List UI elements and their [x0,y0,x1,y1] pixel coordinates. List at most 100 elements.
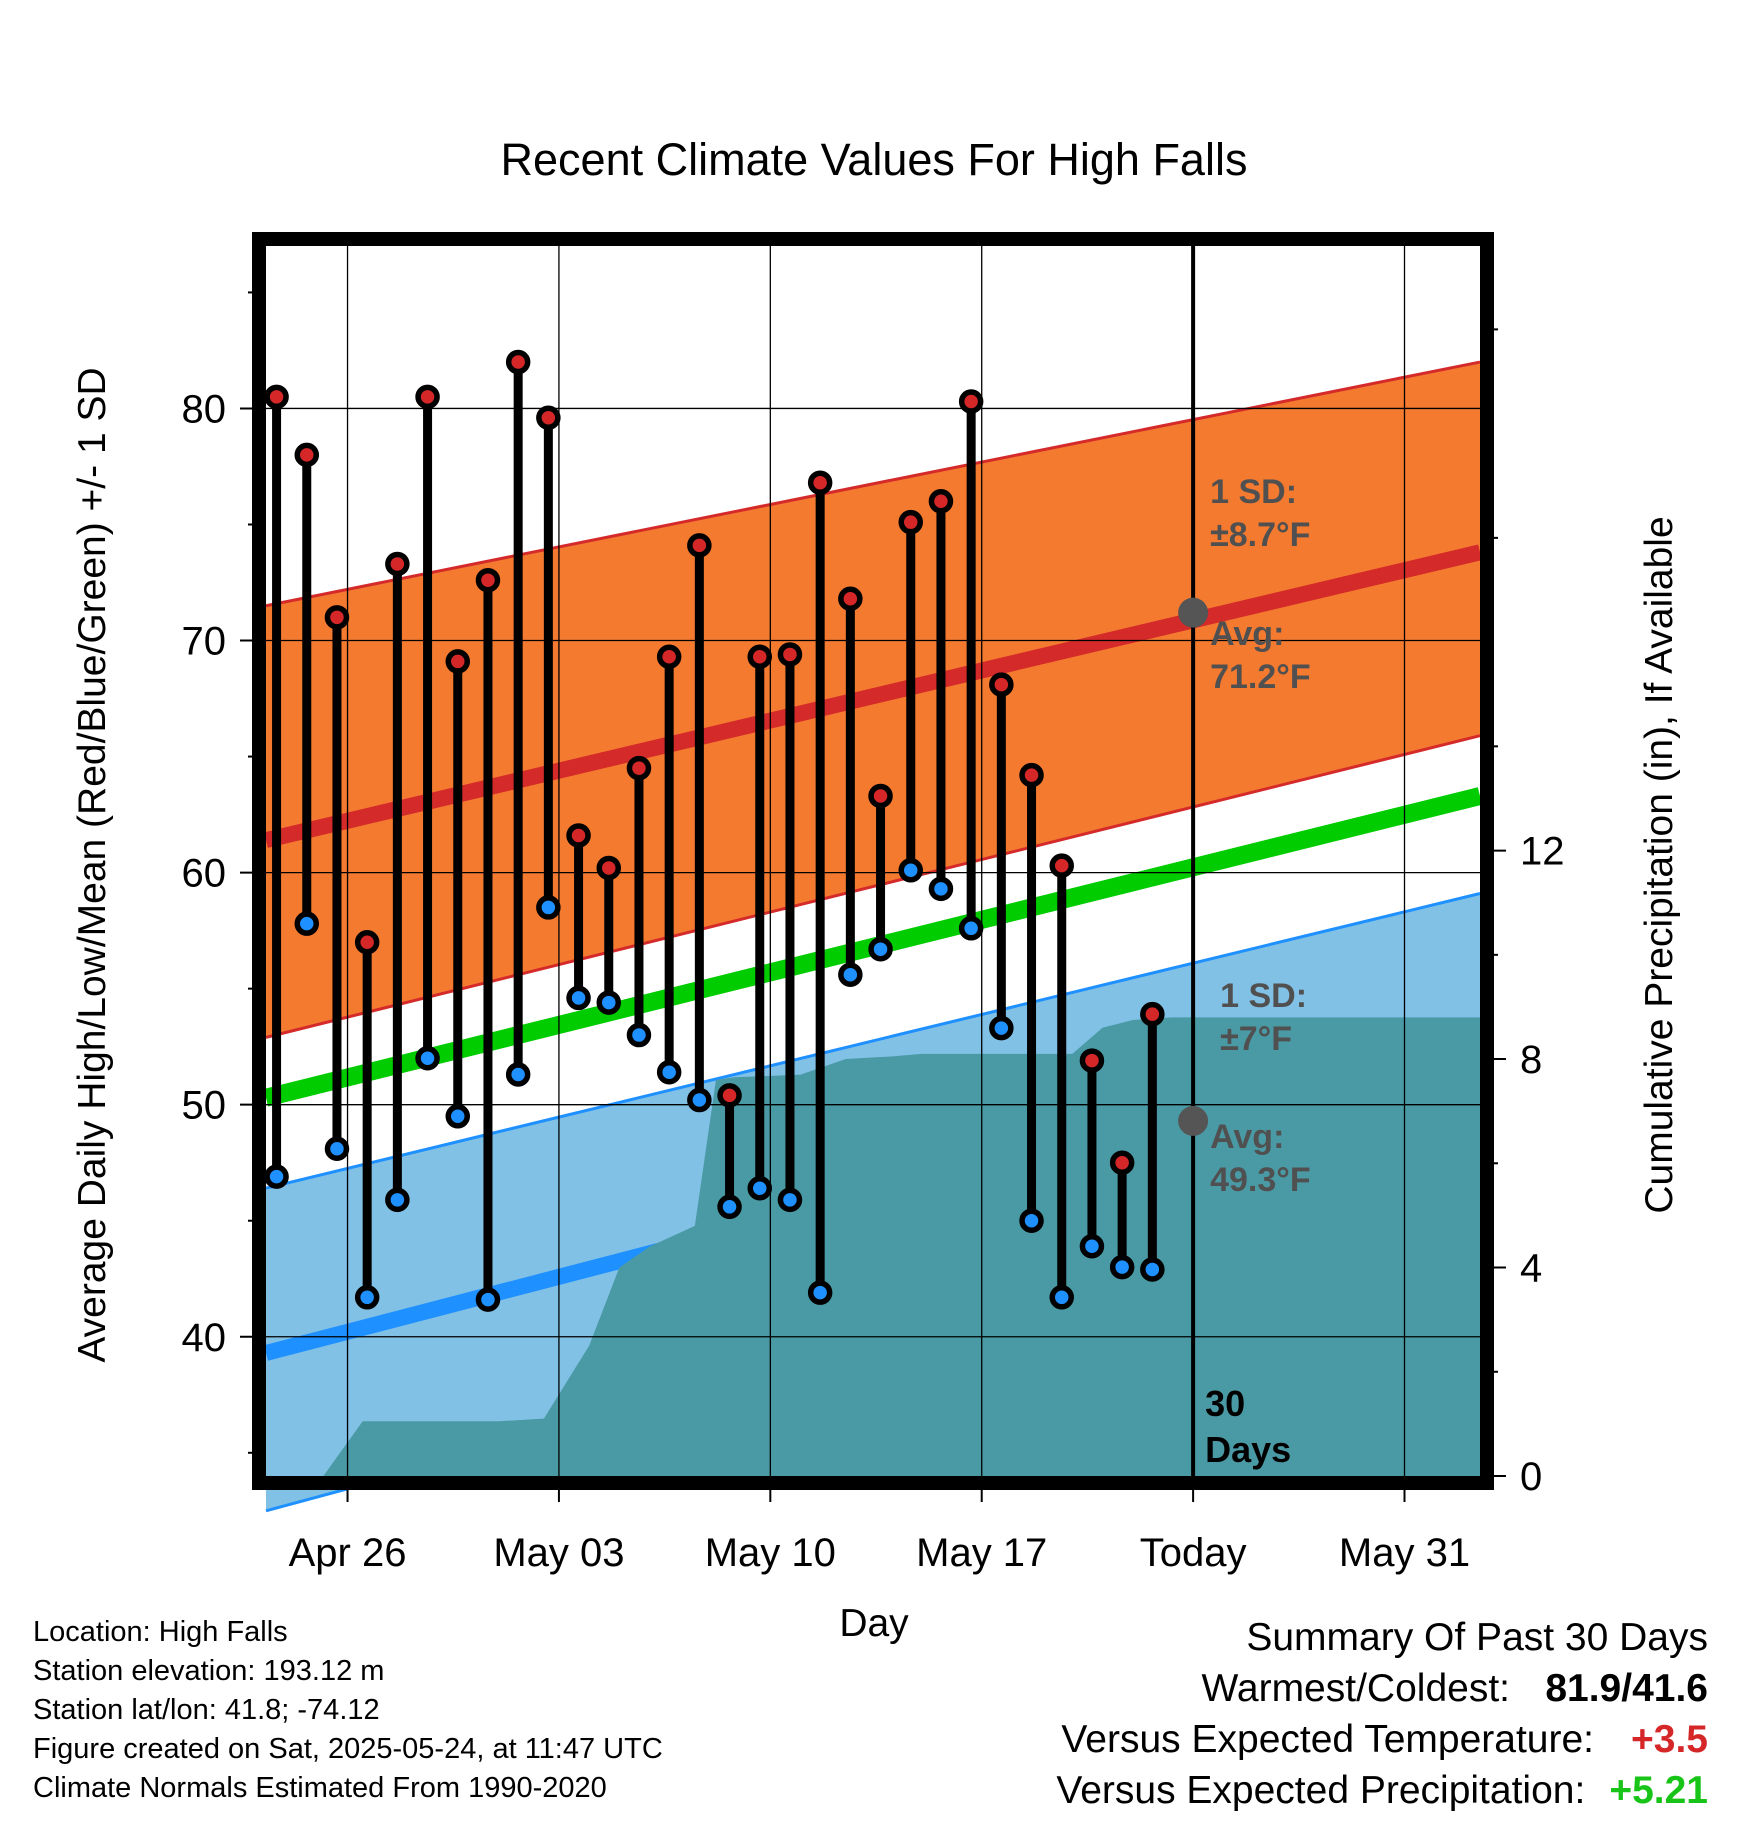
today-marker: 30 Days [1191,246,1291,1476]
low-point [536,895,561,920]
x-axis-label: Day [839,1602,909,1645]
high-point [898,509,923,535]
high-sd-value: ±8.7°F [1210,516,1310,554]
high-point [1109,1150,1135,1175]
precip-value: +5.21 [1609,1769,1708,1812]
high-lower-line [265,734,1481,1039]
low-point [294,911,320,936]
high-point [1019,762,1044,788]
summary-temp: Versus Expected Temperature: +3.5 [1056,1714,1708,1765]
normals-text: Climate Normals Estimated From 1990-2020 [33,1772,607,1804]
low-point [807,1280,833,1305]
low-point [264,1164,289,1189]
y2-tick-label: 4 [1520,1247,1542,1291]
x-tick-label: May 31 [1339,1531,1470,1575]
y-tick-label: 50 [182,1084,227,1128]
temp-label: Versus Expected Temperature: [1061,1718,1594,1761]
low-point [324,1136,350,1162]
high-point [958,389,984,414]
high-point [505,349,531,375]
high-point [475,567,501,593]
high-point [385,551,410,577]
y2-tick-label: 12 [1520,830,1565,874]
high-point [415,384,440,410]
plot-border [252,232,1494,1490]
high-upper-line [265,360,1481,608]
y-tick-label: 80 [182,387,227,431]
low-point [717,1194,742,1220]
elevation-text: Station elevation: 193.12 m [33,1655,385,1687]
high-sd-label: 1 SD: [1210,473,1297,511]
high-avg-label: Avg: [1210,615,1284,653]
x-tick-label: Apr 26 [289,1531,407,1575]
location-text: Location: High Falls [33,1616,288,1648]
daily-range-stems [272,362,1157,1300]
x-tick-label: Today [1140,1531,1247,1575]
low-point [596,990,622,1015]
low-point [415,1046,440,1071]
y-axis-label: Average Daily High/Low/Mean (Red/Blue/Gr… [71,367,114,1362]
chart-title: Recent Climate Values For High Falls [501,134,1248,185]
high-point [656,644,682,670]
today-days-label: Days [1205,1429,1291,1470]
temp-value: +3.5 [1631,1718,1708,1761]
low-point [1140,1257,1165,1282]
high-point [928,489,954,514]
low-point [354,1285,380,1310]
low-point [777,1187,803,1213]
high-point [838,586,863,612]
y-tick-label: 70 [182,620,227,664]
today-count-label: 30 [1205,1383,1245,1424]
plot-frame [252,232,1494,1490]
y-tick-label: 60 [182,852,227,896]
high-point [354,929,380,955]
low-point [1109,1254,1135,1280]
high-point [777,642,803,667]
high-avg-line [264,544,1482,848]
high-avg-marker [1178,597,1209,628]
low-point [928,876,954,902]
axis-ticks: 40 50 60 70 80 0 4 8 12 Apr 26 May 03 May 10 May 17 T… [182,291,1565,1575]
x-tick-label: May 10 [705,1531,836,1575]
high-point [596,855,622,881]
low-point [868,936,893,962]
low-point [747,1175,773,1201]
normal-annotations: 1 SD: ±8.7°F Avg: 71.2°F 1 SD: ±7°F Avg: 49.3°F [1178,473,1311,1199]
low-avg-label: Avg: [1210,1118,1284,1156]
high-point [566,823,591,848]
warm-cold-label: Warmest/Coldest: [1201,1667,1510,1710]
high-point [1049,853,1074,878]
low-point [656,1059,682,1085]
low-point [566,985,591,1011]
high-avg-value: 71.2°F [1210,658,1311,696]
low-point [445,1104,471,1129]
summary-precip: Versus Expected Precipitation: +5.21 [1056,1765,1708,1816]
high-point [445,649,471,674]
high-point [264,384,289,410]
y2-axis-label: Cumulative Precipitation (in), If Availa… [1638,516,1681,1213]
high-point [1079,1048,1105,1073]
high-point [747,644,773,670]
high-point [687,533,712,558]
low-point [687,1087,712,1113]
station-info: Location: High Falls Station elevation: … [33,1613,663,1808]
high-point [807,470,833,495]
high-point [626,755,652,781]
daily-points [264,349,1165,1312]
high-point [536,405,561,430]
summary-title: Summary Of Past 30 Days [1246,1616,1708,1659]
low-avg-marker [1178,1105,1209,1136]
low-sd-value: ±7°F [1220,1020,1292,1058]
warm-cold-value: 81.9/41.6 [1545,1667,1708,1710]
x-tick-label: May 03 [493,1531,624,1575]
low-point [1049,1285,1074,1310]
low-avg-value: 49.3°F [1210,1161,1311,1199]
x-tick-label: May 17 [916,1531,1047,1575]
low-point [1019,1208,1044,1233]
high-point [989,672,1014,697]
high-point [294,442,320,468]
precip-label: Versus Expected Precipitation: [1056,1769,1586,1812]
high-point [868,783,893,809]
low-point [505,1062,531,1087]
